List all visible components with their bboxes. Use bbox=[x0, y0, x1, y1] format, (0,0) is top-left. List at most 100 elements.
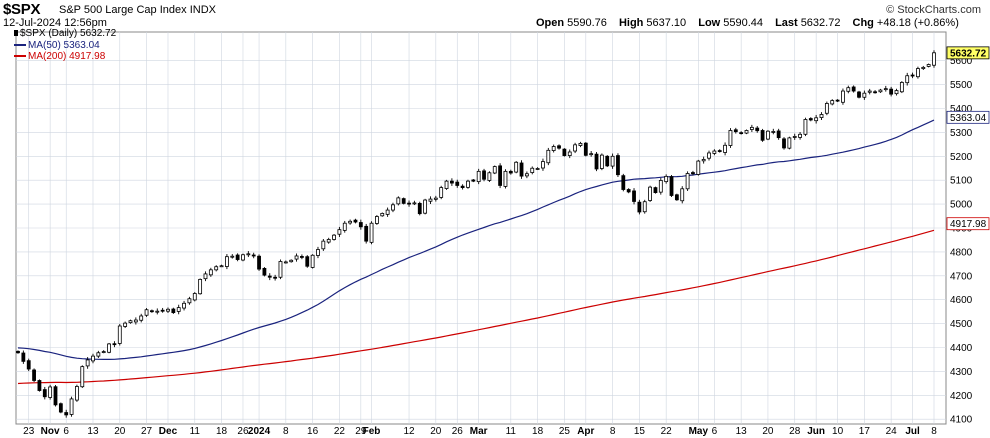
high-label: High bbox=[618, 17, 644, 29]
candle-body bbox=[487, 172, 492, 181]
x-tick-label: 20 bbox=[762, 426, 774, 437]
x-tick-label: 22 bbox=[334, 426, 346, 437]
candle-body bbox=[830, 100, 835, 105]
candle-body bbox=[658, 180, 663, 193]
candle-body bbox=[851, 86, 856, 92]
candle-body bbox=[305, 256, 310, 267]
candle-body bbox=[932, 52, 936, 66]
candle-body bbox=[91, 355, 95, 362]
candle-body bbox=[873, 91, 877, 94]
candle-body bbox=[857, 91, 861, 98]
candle-body bbox=[530, 167, 535, 173]
symbol-title: $SPX bbox=[3, 1, 41, 18]
candle-body bbox=[407, 202, 411, 205]
high-value: 5637.10 bbox=[646, 17, 687, 29]
candle-body bbox=[594, 153, 599, 170]
candle-body bbox=[198, 278, 203, 295]
exchange-code: INDX bbox=[189, 4, 216, 16]
candle-legend-icon bbox=[14, 30, 18, 37]
y-tick-label: 4200 bbox=[950, 391, 973, 402]
ma200-price-tag: 4917.98 bbox=[946, 217, 990, 230]
x-tick-label: 11 bbox=[506, 426, 517, 437]
candle-body bbox=[278, 261, 283, 278]
candle-body bbox=[246, 253, 251, 256]
candle-body bbox=[192, 293, 197, 301]
candle-body bbox=[16, 350, 20, 354]
ma50-value: 5363.04 bbox=[950, 113, 987, 124]
candle-body bbox=[364, 225, 369, 242]
candle-body bbox=[578, 142, 583, 146]
candle-body bbox=[535, 168, 540, 170]
legend-ma50: MA(50) 5363.04 bbox=[14, 40, 100, 51]
candle-body bbox=[605, 155, 610, 167]
candle-body bbox=[744, 130, 749, 134]
candle-body bbox=[685, 173, 690, 190]
x-tick-label: 29 bbox=[355, 426, 367, 437]
candle-body bbox=[428, 198, 433, 202]
candle-body bbox=[401, 198, 406, 204]
candle-body bbox=[166, 308, 170, 312]
candle-body bbox=[433, 197, 438, 200]
candle-body bbox=[412, 202, 417, 205]
candle-body bbox=[723, 144, 727, 153]
ohlc-readout: Open 5590.76 High 5637.10 Low 5590.44 Last 5… bbox=[536, 17, 968, 29]
low-label: Low bbox=[698, 17, 721, 29]
legend-ma50-label: MA(50) 5363.04 bbox=[28, 40, 100, 51]
candle-body bbox=[589, 153, 594, 156]
candle-body bbox=[508, 170, 513, 174]
candle-body bbox=[112, 343, 117, 346]
candle-body bbox=[26, 360, 31, 370]
x-tick-label: 22 bbox=[661, 426, 673, 437]
candle-body bbox=[546, 149, 551, 164]
y-tick-label: 4600 bbox=[950, 295, 973, 306]
candle-body bbox=[289, 259, 294, 263]
x-tick-label: 6 bbox=[712, 426, 718, 437]
candle-body bbox=[883, 88, 888, 91]
x-tick-label: Feb bbox=[363, 426, 381, 437]
candle-body bbox=[610, 155, 615, 167]
candle-body bbox=[80, 366, 85, 388]
candle-body bbox=[273, 276, 278, 279]
candle-body bbox=[482, 170, 486, 180]
candle-body bbox=[155, 310, 160, 313]
y-tick-label: 4700 bbox=[950, 271, 973, 282]
x-tick-label: 18 bbox=[532, 426, 544, 437]
candle-body bbox=[64, 412, 69, 416]
x-tick-label: 8 bbox=[283, 426, 289, 437]
candle-body bbox=[808, 118, 813, 121]
candle-body bbox=[749, 126, 754, 130]
candle-body bbox=[326, 239, 331, 243]
x-tick-label: Mar bbox=[470, 426, 488, 437]
candle-body bbox=[637, 201, 642, 213]
last-price-tag: 5632.72 bbox=[946, 46, 990, 59]
candle-body bbox=[337, 229, 342, 235]
candle-body bbox=[776, 130, 781, 139]
y-tick-label: 5500 bbox=[950, 80, 973, 91]
candle-body bbox=[449, 180, 454, 184]
x-tick-label: 16 bbox=[307, 426, 319, 437]
candle-body bbox=[316, 249, 320, 256]
candle-body bbox=[739, 132, 744, 135]
y-tick-label: 4800 bbox=[950, 247, 973, 258]
candle-body bbox=[760, 130, 765, 141]
candle-body bbox=[96, 352, 101, 357]
x-tick-label: May bbox=[689, 426, 709, 437]
candle-body bbox=[396, 197, 401, 205]
candle-body bbox=[439, 187, 444, 198]
candle-body bbox=[664, 175, 669, 183]
candle-body bbox=[321, 240, 326, 250]
y-tick-label: 4500 bbox=[950, 319, 973, 330]
candle-body bbox=[466, 180, 470, 188]
candle-body bbox=[144, 309, 149, 316]
x-tick-label: Jun bbox=[807, 426, 825, 437]
candle-body bbox=[225, 256, 229, 267]
x-tick-label: 28 bbox=[789, 426, 801, 437]
candle-body bbox=[53, 386, 58, 406]
candle-body bbox=[707, 152, 711, 159]
candle-body bbox=[503, 170, 508, 187]
candle-body bbox=[669, 176, 674, 196]
candle-body bbox=[787, 137, 792, 149]
chg-label: Chg bbox=[852, 17, 874, 29]
